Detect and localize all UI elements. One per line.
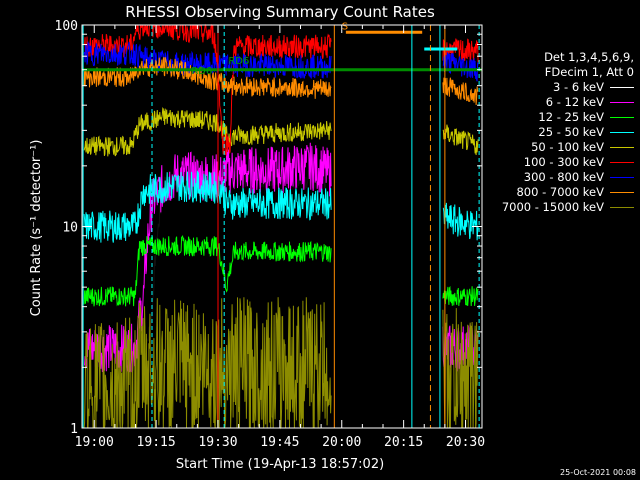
series-layer xyxy=(83,23,479,430)
series-line-800-7000-kev-0 xyxy=(83,57,332,99)
legend-label: 6 - 12 keV xyxy=(545,95,604,109)
legend-label: 25 - 50 keV xyxy=(538,125,604,139)
chart-title: RHESSI Observing Summary Count Rates xyxy=(125,3,435,21)
legend-item: 6 - 12 keV xyxy=(469,95,634,110)
legend-item: 100 - 300 keV xyxy=(469,155,634,170)
series-line-50-100-kev-1 xyxy=(442,124,479,156)
plot-annotation-2: S xyxy=(342,21,348,32)
legend-item: 3 - 6 keV xyxy=(469,80,634,95)
x-axis-label: Start Time (19-Apr-13 18:57:02) xyxy=(176,457,384,472)
legend-rows: 3 - 6 keV 6 - 12 keV 12 - 25 keV 25 - 50 ke… xyxy=(469,80,634,215)
legend-label: 50 - 100 keV xyxy=(531,140,604,154)
legend-swatch xyxy=(610,117,634,118)
legend-item: 25 - 50 keV xyxy=(469,125,634,140)
y-tick-label-0: 1 xyxy=(70,422,78,437)
axes-layer: 1 10 100 19:00 19:15 19:30 19:45 20:00 20:15 20:3… xyxy=(55,19,486,450)
timestamp-stamp: 25-Oct-2021 00:08 xyxy=(560,468,636,477)
x-tick-label-4: 20:00 xyxy=(322,435,361,450)
legend-label: 300 - 800 keV xyxy=(523,170,604,184)
legend-header-2: FDecim 1, Att 0 xyxy=(544,65,634,79)
y-tick-label-1: 10 xyxy=(62,221,78,236)
series-line-7000-15000-kev-0 xyxy=(83,297,332,430)
legend-label: 800 - 7000 keV xyxy=(516,185,604,199)
series-line-12-25-kev-1 xyxy=(442,285,479,307)
series-line-300-800-kev-0 xyxy=(83,41,332,79)
legend-swatch xyxy=(610,192,634,193)
x-tick-label-5: 20:15 xyxy=(384,435,423,450)
legend-label: 7000 - 15000 keV xyxy=(501,200,604,214)
y-tick-label-2: 100 xyxy=(55,19,78,34)
legend-item: 50 - 100 keV xyxy=(469,140,634,155)
legend-swatch xyxy=(610,147,634,148)
y-axis-label: Count Rate (s⁻¹ detector⁻¹) xyxy=(29,140,44,317)
legend-label: 100 - 300 keV xyxy=(523,155,604,169)
plot-annotation-0: RD6 xyxy=(191,66,212,77)
series-line-6-12-kev-0 xyxy=(84,142,332,373)
legend-label: 3 - 6 keV xyxy=(553,80,604,94)
series-line-300-800-kev-1 xyxy=(442,52,479,82)
legend: Det 1,3,4,5,6,9, FDecim 1, Att 0 3 - 6 k… xyxy=(469,50,634,215)
legend-header-1: Det 1,3,4,5,6,9, xyxy=(544,50,634,64)
series-line-7000-15000-kev-1 xyxy=(442,308,479,429)
legend-label: 12 - 25 keV xyxy=(538,110,604,124)
x-tick-label-0: 19:00 xyxy=(75,435,114,450)
overlay-layer: RD6 RD6 S xyxy=(82,21,482,428)
series-line-25-50-kev-0 xyxy=(83,170,332,243)
x-tick-label-1: 19:15 xyxy=(137,435,176,450)
legend-swatch xyxy=(610,207,634,208)
legend-item: 800 - 7000 keV xyxy=(469,185,634,200)
series-line-800-7000-kev-1 xyxy=(442,77,479,106)
x-tick-label-3: 19:45 xyxy=(260,435,299,450)
legend-swatch xyxy=(610,162,634,163)
legend-swatch xyxy=(610,177,634,178)
series-line-100-300-kev-0 xyxy=(83,23,332,156)
plot-annotation-1: RD6 xyxy=(228,56,249,67)
legend-swatch xyxy=(610,132,634,133)
legend-item: 7000 - 15000 keV xyxy=(469,200,634,215)
legend-item: 300 - 800 keV xyxy=(469,170,634,185)
legend-swatch xyxy=(610,102,634,103)
legend-item: 12 - 25 keV xyxy=(469,110,634,125)
legend-swatch xyxy=(610,87,634,88)
series-line-12-25-kev-0 xyxy=(83,234,332,307)
x-tick-label-6: 20:30 xyxy=(446,435,485,450)
series-line-50-100-kev-0 xyxy=(83,106,332,157)
series-line-25-50-kev-1 xyxy=(442,202,479,241)
x-tick-label-2: 19:30 xyxy=(198,435,237,450)
